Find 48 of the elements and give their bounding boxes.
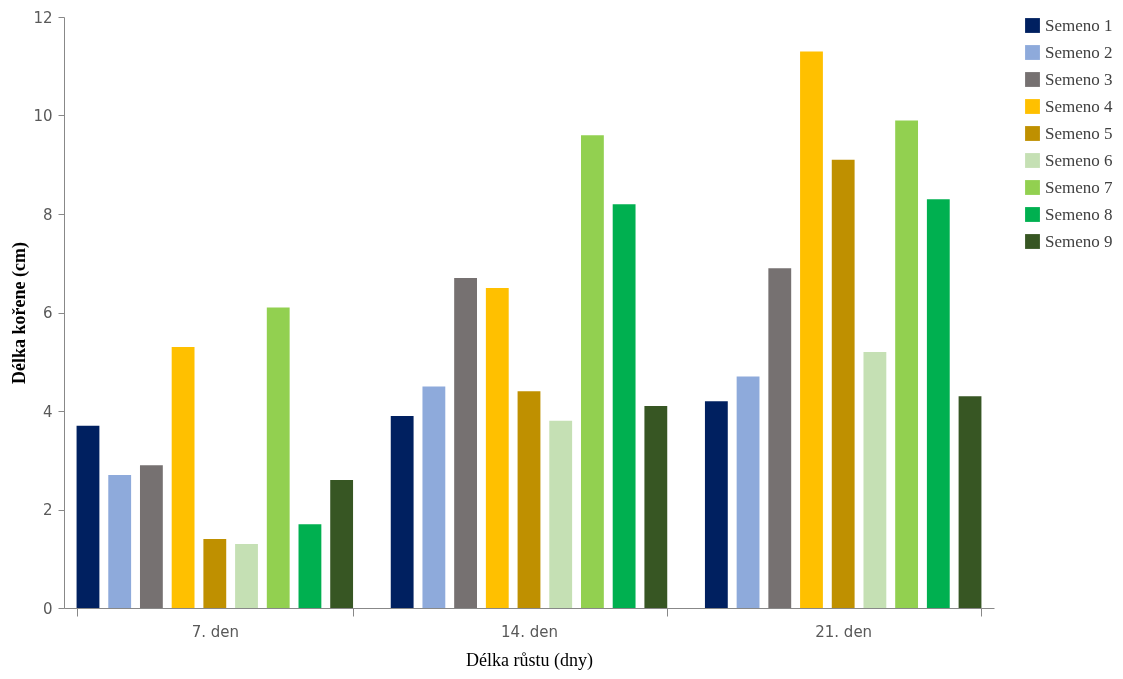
bar <box>266 307 290 608</box>
legend-label: Semeno 2 <box>1045 42 1113 62</box>
y-tick-label: 2 <box>42 501 53 519</box>
x-axis-title: Délka růstu (dny) <box>466 649 593 671</box>
y-tick-label: 6 <box>42 304 53 322</box>
bar <box>895 120 919 608</box>
y-tick-label: 10 <box>33 107 53 125</box>
legend-label: Semeno 9 <box>1045 231 1113 251</box>
legend-label: Semeno 5 <box>1045 123 1113 143</box>
bar <box>76 425 100 608</box>
bar <box>390 415 414 608</box>
legend-label: Semeno 1 <box>1045 15 1113 35</box>
y-tick-label: 12 <box>33 8 53 27</box>
x-tick-label: 21. den <box>815 622 873 641</box>
bar <box>330 479 354 608</box>
x-tick-label: 14. den <box>501 622 558 641</box>
bar <box>549 420 573 608</box>
bar <box>704 401 728 608</box>
bar <box>517 391 541 608</box>
x-tick-label: 7. den <box>191 622 239 641</box>
y-axis-title: Délka kořene (cm) <box>9 242 31 384</box>
bar <box>958 396 982 608</box>
y-tick-label: 8 <box>42 205 53 224</box>
bar <box>298 524 322 608</box>
bar <box>768 268 792 608</box>
bar <box>863 351 887 608</box>
bar <box>581 135 604 608</box>
y-tick-label: 0 <box>42 599 53 618</box>
legend-label: Semeno 3 <box>1045 69 1113 89</box>
bar <box>800 51 823 608</box>
bar <box>736 376 760 608</box>
legend-label: Semeno 8 <box>1045 204 1113 224</box>
legend-label: Semeno 4 <box>1045 96 1114 116</box>
bar <box>235 543 258 608</box>
bar <box>612 204 636 608</box>
bar <box>422 386 446 608</box>
legend-label: Semeno 6 <box>1045 150 1113 170</box>
bar <box>644 406 668 608</box>
y-tick-label: 4 <box>42 402 53 421</box>
bar <box>454 278 477 608</box>
bar <box>108 475 132 608</box>
bar <box>203 539 227 608</box>
bar <box>831 159 855 608</box>
legend-label: Semeno 7 <box>1045 177 1114 197</box>
bar <box>171 346 195 608</box>
bar <box>926 199 950 608</box>
bar <box>485 287 509 608</box>
bar <box>139 465 163 608</box>
